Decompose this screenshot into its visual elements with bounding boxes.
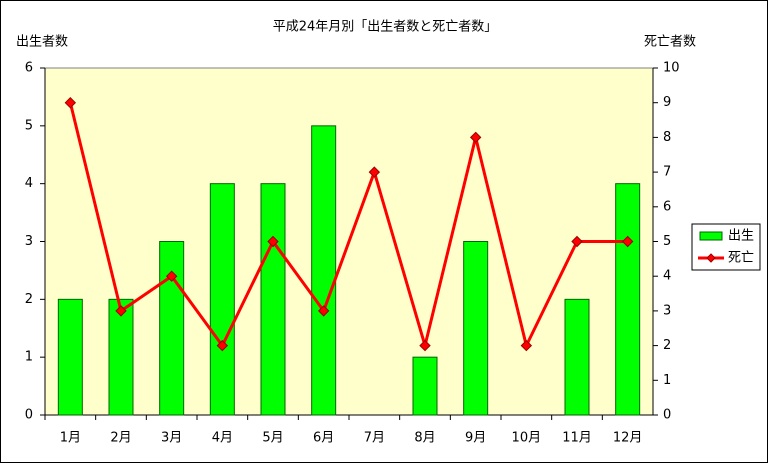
bar (260, 183, 286, 416)
y2-tick-label: 1 (663, 373, 671, 388)
line-marker (520, 339, 533, 352)
y2-tick-label: 0 (663, 408, 671, 423)
bar (412, 356, 438, 416)
x-tick-label: 8月 (414, 431, 435, 446)
bar (209, 183, 235, 416)
y2-axis-title: 死亡者数 (644, 35, 696, 50)
line-marker (267, 235, 279, 248)
legend-swatch (699, 231, 723, 241)
x-tick-label: 2月 (110, 431, 131, 446)
line-marker (469, 131, 482, 144)
line-marker (317, 305, 330, 317)
y-tick-label: 5 (25, 118, 33, 133)
y2-tick-label: 2 (663, 338, 671, 353)
x-tick-label: 7月 (364, 431, 385, 446)
y-tick-label: 6 (25, 61, 33, 76)
line (68, 102, 628, 352)
x-tick-label: 3月 (161, 431, 182, 446)
chart-title: 平成24年月別「出生者数と死亡者数」 (273, 20, 498, 35)
bar (564, 298, 590, 416)
y-tick-label: 4 (25, 176, 33, 191)
line-marker (216, 339, 229, 352)
y-tick-label: 0 (25, 408, 33, 423)
y2-tick-label: 8 (663, 130, 671, 145)
line-marker (64, 96, 77, 109)
x-tick-label: 6月 (313, 431, 334, 446)
line-marker (419, 339, 431, 352)
bar (311, 125, 337, 416)
y2-tick-label: 9 (663, 95, 671, 110)
y-tick-label: 2 (25, 292, 33, 307)
x-tick-label: 9月 (465, 431, 486, 446)
line-marker (115, 305, 127, 317)
y-tick-label: 1 (25, 350, 33, 365)
bar (108, 298, 134, 416)
x-tick-label: 1月 (60, 431, 81, 446)
bar (615, 183, 641, 416)
legend-label: 死亡 (728, 251, 754, 266)
y2-tick-label: 5 (663, 234, 671, 249)
y-axis-title: 出生者数 (16, 35, 68, 50)
x-tick-label: 11月 (562, 431, 592, 446)
x-tick-label: 4月 (212, 431, 233, 446)
x-tick-label: 5月 (262, 431, 283, 446)
y2-tick-label: 4 (663, 269, 671, 284)
y2-tick-label: 6 (663, 199, 671, 214)
y2-tick-label: 3 (663, 303, 671, 318)
line-marker (571, 235, 583, 248)
legend-marker (706, 253, 716, 263)
line-marker (165, 270, 178, 282)
y2-tick-label: 10 (663, 61, 680, 76)
y-tick-label: 3 (25, 234, 33, 249)
bar (159, 241, 185, 416)
x-tick-label: 12月 (613, 431, 643, 446)
legend-label: 出生 (728, 229, 754, 244)
line-marker (621, 235, 634, 248)
line-marker (368, 166, 381, 178)
x-tick-label: 10月 (512, 431, 542, 446)
y2-tick-label: 7 (663, 165, 671, 180)
bar (463, 241, 489, 416)
bar (57, 298, 83, 416)
